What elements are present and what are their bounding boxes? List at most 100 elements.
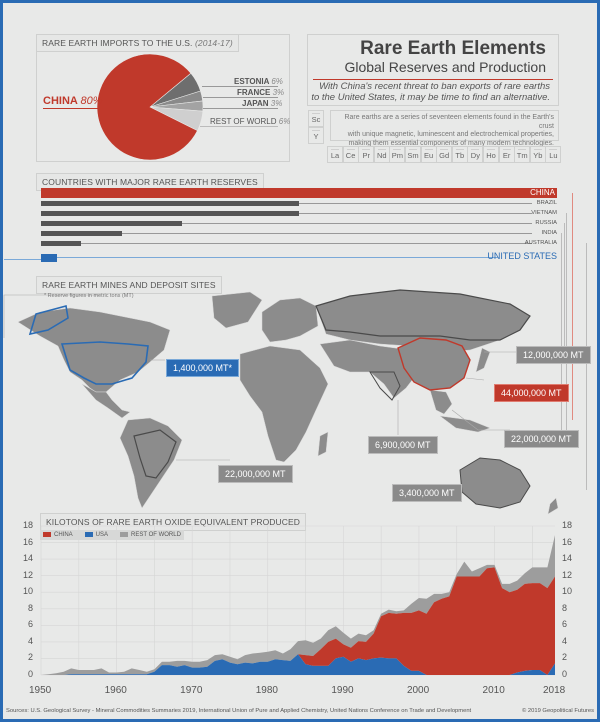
- x-tick: 1970: [180, 685, 203, 696]
- page-title: Rare Earth Elements: [360, 38, 546, 59]
- chart-legend: CHINA USA REST OF WORLD: [40, 530, 184, 541]
- rest-leader-line: [200, 126, 278, 127]
- y-tick-left: 0: [27, 669, 33, 679]
- reserve-label-russia: RUSSIA: [535, 220, 557, 226]
- reserve-bar-united-states: [41, 254, 58, 262]
- reserve-leader-line: [181, 223, 532, 224]
- reserve-label-vietnam: VIETNAM: [531, 210, 557, 216]
- element-dy: Dy: [467, 146, 484, 163]
- element-gd: Gd: [436, 146, 453, 163]
- area-usa: [41, 654, 555, 675]
- element-tb: Tb: [451, 146, 468, 163]
- element-sc: Sc: [308, 110, 324, 127]
- element-eu: Eu: [420, 146, 437, 163]
- y-tick-right: 0: [562, 669, 568, 679]
- legend-usa: USA: [84, 532, 108, 538]
- element-yb: Yb: [529, 146, 546, 163]
- china-reserve-label: 44,000,000 MT: [494, 384, 569, 402]
- brazil-reserve-label: 22,000,000 MT: [218, 465, 293, 483]
- y-tick-right: 12: [562, 569, 573, 580]
- y-tick-left: 18: [22, 520, 33, 530]
- sources-text: Sources: U.S. Geological Survey - Minera…: [6, 708, 472, 714]
- reserve-connector-line: [586, 243, 587, 490]
- copyright-text: © 2019 Geopolitical Futures: [522, 708, 594, 714]
- y-tick-left: 16: [22, 536, 33, 547]
- world-map: [3, 289, 559, 515]
- element-ho: Ho: [483, 146, 499, 163]
- reserve-connector-line: [566, 213, 567, 440]
- reserve-bar-india: [41, 231, 122, 236]
- title-panel: Rare Earth Elements Global Reserves and …: [307, 34, 559, 106]
- reserve-connector-line: [564, 223, 565, 350]
- x-tick: 2000: [406, 685, 430, 696]
- element-pr: Pr: [358, 146, 375, 163]
- estonia-leader-line: [202, 86, 278, 87]
- area-rest-of-world: [41, 535, 555, 675]
- map-footnote: * Reserve figures in metric tons (MT): [44, 293, 134, 299]
- imports-pie-chart: [96, 53, 204, 161]
- element-la: La: [327, 146, 343, 163]
- element-y: Y: [308, 127, 324, 144]
- reserve-connector-line: [561, 233, 562, 440]
- y-tick-right: 14: [562, 553, 573, 564]
- y-tick-left: 14: [22, 553, 33, 564]
- vietnam-reserve-label: 22,000,000 MT: [504, 430, 579, 448]
- x-tick: 1950: [29, 685, 52, 696]
- reserve-bar-brazil: [41, 201, 299, 206]
- reserve-label-australia: AUSTRALIA: [524, 240, 557, 246]
- reserve-label-india: INDIA: [541, 230, 557, 236]
- reserve-connector-line: [572, 193, 573, 420]
- x-tick: 2018: [543, 685, 566, 696]
- imports-years: (2014-17): [195, 38, 233, 48]
- y-tick-right: 8: [562, 602, 568, 613]
- x-tick: 1980: [255, 685, 278, 696]
- pie-slice-china: [96, 53, 198, 161]
- china-leader-line: [43, 108, 118, 109]
- pie-label-rest-of-world: REST OF WORLD 6%: [210, 117, 291, 126]
- y-tick-left: 8: [27, 602, 33, 613]
- pie-label-france: FRANCE 3%: [237, 88, 285, 97]
- pie-label-china: CHINA 80%: [43, 95, 103, 107]
- reserve-label-brazil: BRAZIL: [536, 200, 557, 206]
- pie-label-japan: JAPAN 3%: [242, 99, 283, 108]
- reserve-leader-line: [80, 243, 532, 244]
- y-tick-right: 6: [562, 619, 568, 630]
- element-er: Er: [498, 146, 515, 163]
- y-tick-right: 16: [562, 536, 573, 547]
- element-pm: Pm: [389, 146, 406, 163]
- reserve-label-china: CHINA: [530, 188, 555, 197]
- x-tick: 1990: [331, 685, 354, 696]
- title-divider: [313, 79, 553, 80]
- element-tm: Tm: [514, 146, 531, 163]
- australia-reserve-label: 3,400,000 MT: [392, 484, 462, 502]
- reserve-leader-line: [121, 233, 532, 234]
- x-tick: 1960: [104, 685, 127, 696]
- y-tick-left: 12: [22, 569, 33, 580]
- us-reserve-label: 1,400,000 MT*: [166, 359, 240, 377]
- russia-reserve-label: 12,000,000 MT: [516, 346, 591, 364]
- reserve-bar-russia: [41, 221, 182, 226]
- y-tick-left: 4: [27, 635, 33, 646]
- element-sm: Sm: [405, 146, 421, 163]
- footer: Sources: U.S. Geological Survey - Minera…: [6, 708, 594, 714]
- france-leader-line: [203, 97, 278, 98]
- element-ce: Ce: [342, 146, 359, 163]
- reserve-leader-line: [299, 213, 532, 214]
- reserve-bar-vietnam: [41, 211, 299, 216]
- reserve-label-united-states: UNITED STATES: [487, 251, 557, 261]
- area-china: [41, 567, 555, 675]
- y-tick-right: 2: [562, 652, 568, 663]
- reserve-bar-china: [41, 188, 557, 198]
- element-nd: Nd: [373, 146, 390, 163]
- y-tick-left: 2: [27, 652, 33, 663]
- intro-text: With China's recent threat to ban export…: [311, 81, 550, 103]
- us-connector-line: [4, 259, 41, 260]
- y-tick-right: 18: [562, 520, 573, 530]
- y-tick-left: 6: [27, 619, 33, 630]
- x-tick: 2010: [482, 685, 505, 696]
- japan-leader-line: [203, 108, 278, 109]
- map-title: RARE EARTH MINES AND DEPOSIT SITES: [36, 276, 222, 294]
- reserve-leader-line: [57, 257, 498, 258]
- pie-label-estonia: ESTONIA 6%: [234, 77, 283, 86]
- india-reserve-label: 6,900,000 MT: [368, 436, 438, 454]
